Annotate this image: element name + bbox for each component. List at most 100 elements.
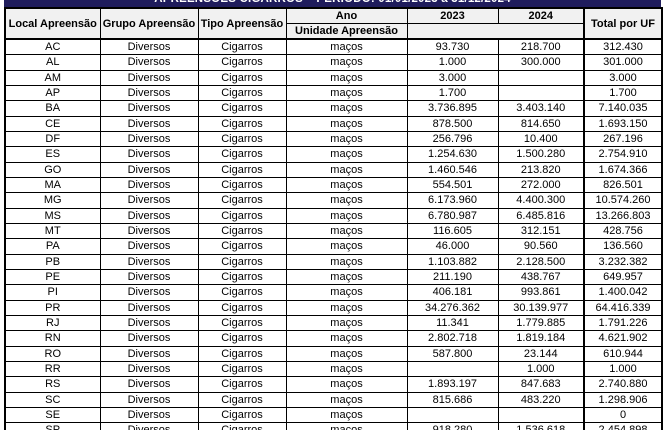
cell-v2024: 1.536.618 xyxy=(497,422,585,430)
cell-v2024: 90.560 xyxy=(497,238,585,255)
cell-v2023: 1.460.546 xyxy=(406,161,499,178)
cell-tipo: Cigarros xyxy=(197,345,287,362)
cell-grupo: Diversos xyxy=(99,115,199,132)
cell-v2024: 814.650 xyxy=(497,115,585,132)
cell-unidade: maços xyxy=(285,176,408,194)
cell-unidade: maços xyxy=(285,406,408,424)
cell-v2023: 1.000 xyxy=(406,54,499,71)
cell-tipo: Cigarros xyxy=(197,253,287,270)
cell-tipo: Cigarros xyxy=(197,391,287,408)
table-row: DF Diversos Cigarros maços 256.796 10.400 267.… xyxy=(4,130,663,148)
cell-tipo: Cigarros xyxy=(197,69,287,86)
cell-total: 649.957 xyxy=(583,268,663,286)
cell-v2023: 587.800 xyxy=(406,345,499,362)
cell-v2023 xyxy=(406,406,499,424)
cell-tipo: Cigarros xyxy=(197,146,287,163)
cell-uf: MA xyxy=(4,176,101,194)
cell-uf: MT xyxy=(4,222,101,240)
cell-tipo: Cigarros xyxy=(197,360,287,378)
table-header: Local Apreensão Grupo Apreensão Tipo Apr… xyxy=(4,7,663,40)
cell-grupo: Diversos xyxy=(99,284,199,301)
cell-unidade: maços xyxy=(285,84,408,102)
table-row: MS Diversos Cigarros maços 6.780.987 6.485.81… xyxy=(4,207,663,224)
cell-grupo: Diversos xyxy=(99,38,199,56)
cell-v2023: 46.000 xyxy=(406,238,499,255)
cell-total: 10.574.260 xyxy=(583,192,663,209)
cell-v2024: 6.485.816 xyxy=(497,207,585,224)
cell-uf: PA xyxy=(4,238,101,255)
cell-total: 1.400.042 xyxy=(583,284,663,301)
cell-unidade: maços xyxy=(285,161,408,178)
cell-v2024: 300.000 xyxy=(497,54,585,71)
cell-grupo: Diversos xyxy=(99,176,199,194)
cell-v2024: 2.128.500 xyxy=(497,253,585,270)
table-row: ES Diversos Cigarros maços 1.254.630 1.500.28… xyxy=(4,146,663,163)
cell-total: 1.791.226 xyxy=(583,314,663,332)
cell-grupo: Diversos xyxy=(99,130,199,148)
cell-tipo: Cigarros xyxy=(197,238,287,255)
cell-unidade: maços xyxy=(285,115,408,132)
table-row: PI Diversos Cigarros maços 406.181 993.861 1.4… xyxy=(4,284,663,301)
cell-grupo: Diversos xyxy=(99,422,199,430)
cell-grupo: Diversos xyxy=(99,406,199,424)
table-row: SC Diversos Cigarros maços 815.686 483.220 1.2… xyxy=(4,391,663,408)
cell-v2023: 1.700 xyxy=(406,84,499,102)
table-row: MA Diversos Cigarros maços 554.501 272.000 826… xyxy=(4,176,663,194)
cell-grupo: Diversos xyxy=(99,207,199,224)
cell-tipo: Cigarros xyxy=(197,192,287,209)
table-row: AM Diversos Cigarros maços 3.000 3.000 xyxy=(4,69,663,86)
cell-total: 826.501 xyxy=(583,176,663,194)
cell-v2024: 847.683 xyxy=(497,376,585,393)
cell-grupo: Diversos xyxy=(99,161,199,178)
cell-total: 7.140.035 xyxy=(583,100,663,117)
cell-v2023: 93.730 xyxy=(406,38,499,56)
cell-uf: SP xyxy=(4,422,101,430)
cell-uf: MG xyxy=(4,192,101,209)
table-row: MT Diversos Cigarros maços 116.605 312.151 428… xyxy=(4,222,663,240)
cell-v2023: 2.802.718 xyxy=(406,330,499,347)
cell-total: 1.000 xyxy=(583,360,663,378)
table-row: MG Diversos Cigarros maços 6.173.960 4.400.30… xyxy=(4,192,663,209)
cell-uf: RO xyxy=(4,345,101,362)
cell-tipo: Cigarros xyxy=(197,161,287,178)
cell-tipo: Cigarros xyxy=(197,176,287,194)
cell-unidade: maços xyxy=(285,345,408,362)
header-ano: Ano xyxy=(285,7,408,24)
cell-grupo: Diversos xyxy=(99,391,199,408)
cell-v2024: 1.819.184 xyxy=(497,330,585,347)
table-row: GO Diversos Cigarros maços 1.460.546 213.820 1… xyxy=(4,161,663,178)
cell-total: 2.740.880 xyxy=(583,376,663,393)
table-row: AP Diversos Cigarros maços 1.700 1.700 xyxy=(4,84,663,102)
cell-v2023: 116.605 xyxy=(406,222,499,240)
cell-total: 4.621.902 xyxy=(583,330,663,347)
header-unidade-apreensao: Unidade Apreensão xyxy=(285,23,408,40)
cell-v2023 xyxy=(406,360,499,378)
header-total-por-uf: Total por UF xyxy=(583,7,663,40)
cell-grupo: Diversos xyxy=(99,376,199,393)
cell-tipo: Cigarros xyxy=(197,406,287,424)
cell-unidade: maços xyxy=(285,130,408,148)
cell-uf: SC xyxy=(4,391,101,408)
table-row: RS Diversos Cigarros maços 1.893.197 847.683 2… xyxy=(4,376,663,393)
cell-v2024: 993.861 xyxy=(497,284,585,301)
cell-uf: MS xyxy=(4,207,101,224)
header-local-apreensao: Local Apreensão xyxy=(4,7,101,40)
title-bar: APREENSÕES CIGARROS – PERÍODO: 01/01/202… xyxy=(4,0,661,7)
cell-grupo: Diversos xyxy=(99,299,199,316)
cell-unidade: maços xyxy=(285,422,408,430)
cell-v2023: 815.686 xyxy=(406,391,499,408)
cell-v2023: 11.341 xyxy=(406,314,499,332)
cell-unidade: maços xyxy=(285,268,408,286)
cell-v2023: 878.500 xyxy=(406,115,499,132)
table-row: RJ Diversos Cigarros maços 11.341 1.779.885 1.… xyxy=(4,314,663,332)
cell-total: 1.700 xyxy=(583,84,663,102)
cell-grupo: Diversos xyxy=(99,69,199,86)
cell-total: 13.266.803 xyxy=(583,207,663,224)
cell-grupo: Diversos xyxy=(99,268,199,286)
cell-v2024: 218.700 xyxy=(497,38,585,56)
cell-total: 267.196 xyxy=(583,130,663,148)
cell-v2024: 4.400.300 xyxy=(497,192,585,209)
cell-total: 2.754.910 xyxy=(583,146,663,163)
cell-tipo: Cigarros xyxy=(197,314,287,332)
cell-unidade: maços xyxy=(285,54,408,71)
